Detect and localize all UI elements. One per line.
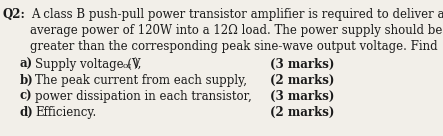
Text: cc: cc: [123, 62, 132, 70]
Text: The peak current from each supply,: The peak current from each supply,: [35, 74, 247, 87]
Text: Supply voltage (V: Supply voltage (V: [35, 58, 140, 71]
Text: Q2:: Q2:: [3, 8, 26, 21]
Text: greater than the corresponding peak sine-wave output voltage. Find: greater than the corresponding peak sine…: [30, 40, 438, 53]
Text: (2 marks): (2 marks): [270, 74, 334, 87]
Text: power dissipation in each transistor,: power dissipation in each transistor,: [35, 90, 252, 103]
Text: ),: ),: [133, 58, 141, 71]
Text: (3 marks): (3 marks): [270, 58, 334, 71]
Text: Efficiency.: Efficiency.: [35, 106, 96, 119]
Text: d): d): [20, 106, 34, 119]
Text: A class B push-pull power transistor amplifier is required to deliver an: A class B push-pull power transistor amp…: [31, 8, 443, 21]
Text: average power of 120W into a 12Ω load. The power supply should be 6V: average power of 120W into a 12Ω load. T…: [30, 24, 443, 37]
Text: c): c): [20, 90, 33, 103]
Text: (3 marks): (3 marks): [270, 90, 334, 103]
Text: a): a): [20, 58, 33, 71]
Text: (2 marks): (2 marks): [270, 106, 334, 119]
Text: b): b): [20, 74, 34, 87]
